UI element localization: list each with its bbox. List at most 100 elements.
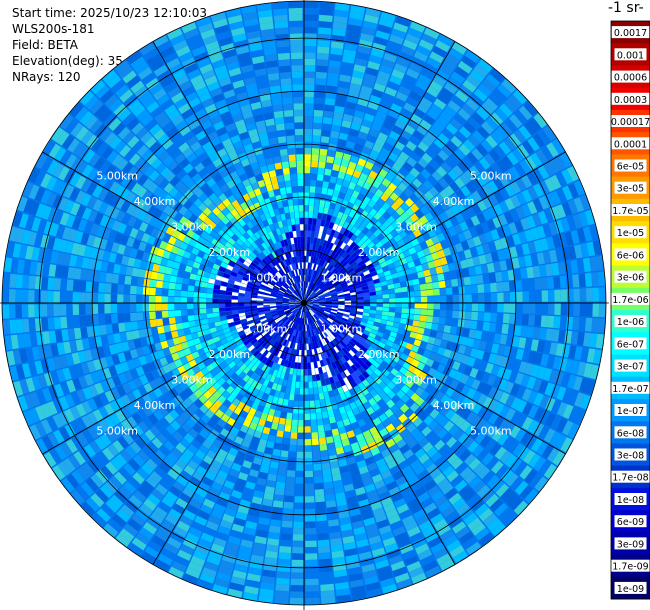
ppi-cell bbox=[573, 197, 585, 213]
ppi-cell bbox=[326, 336, 332, 343]
ppi-cell bbox=[445, 237, 455, 247]
ppi-cell bbox=[269, 330, 276, 337]
ppi-cell bbox=[200, 353, 209, 362]
ppi-cell bbox=[386, 352, 395, 360]
ppi-cell bbox=[405, 356, 414, 365]
ppi-cell bbox=[329, 341, 336, 348]
ppi-cell bbox=[467, 116, 481, 130]
ppi-cell bbox=[331, 308, 338, 312]
ppi-cell bbox=[376, 294, 383, 299]
ppi-cell bbox=[504, 454, 517, 468]
ppi-cell bbox=[409, 167, 420, 178]
ppi-cell bbox=[419, 256, 428, 265]
ppi-cell bbox=[179, 216, 189, 226]
ppi-cell bbox=[75, 485, 90, 501]
ppi-cell bbox=[148, 540, 163, 554]
ppi-cell bbox=[182, 235, 192, 245]
ppi-cell bbox=[267, 394, 274, 403]
ppi-cell bbox=[194, 343, 203, 351]
ppi-cell bbox=[246, 284, 253, 290]
ppi-cell bbox=[260, 281, 268, 287]
ppi-cell bbox=[157, 553, 173, 566]
ppi-cell bbox=[353, 526, 366, 536]
ppi-cell bbox=[244, 585, 259, 595]
ppi-cell bbox=[237, 306, 245, 310]
ppi-cell bbox=[330, 130, 340, 139]
ppi-cell bbox=[3, 320, 11, 335]
ppi-cell bbox=[240, 318, 248, 324]
ppi-cell bbox=[312, 270, 317, 277]
ppi-cell bbox=[354, 369, 362, 377]
ppi-cell bbox=[304, 20, 318, 28]
ppi-cell bbox=[304, 243, 307, 250]
ppi-cell bbox=[393, 63, 408, 74]
ppi-cell bbox=[408, 475, 420, 487]
ppi-cell bbox=[362, 245, 370, 253]
ppi-cell bbox=[257, 291, 265, 295]
ppi-cell bbox=[214, 475, 226, 486]
ppi-cell bbox=[365, 456, 375, 466]
ppi-cell bbox=[363, 517, 376, 527]
ppi-cell bbox=[316, 280, 322, 286]
ppi-cell bbox=[53, 147, 67, 162]
ppi-cell bbox=[424, 531, 439, 543]
ppi-cell bbox=[392, 526, 406, 537]
ppi-cell bbox=[174, 405, 184, 416]
ppi-cell bbox=[288, 321, 294, 328]
ppi-cell bbox=[308, 269, 311, 276]
ppi-cell bbox=[521, 416, 533, 431]
ppi-cell bbox=[487, 241, 497, 252]
ppi-cell bbox=[378, 413, 388, 423]
ppi-cell bbox=[315, 84, 326, 92]
ppi-cell bbox=[330, 47, 343, 56]
ppi-cell bbox=[117, 436, 129, 449]
ppi-cell bbox=[221, 381, 230, 390]
ppi-cell bbox=[304, 52, 316, 59]
ppi-cell bbox=[242, 349, 251, 356]
ppi-cell bbox=[482, 470, 495, 484]
ppi-cell bbox=[152, 334, 161, 344]
ppi-cell bbox=[213, 284, 221, 290]
ppi-cell bbox=[400, 353, 409, 361]
ppi-cell bbox=[85, 134, 99, 149]
ppi-cell bbox=[80, 193, 92, 207]
ppi-cell bbox=[324, 397, 331, 405]
ppi-cell bbox=[282, 306, 290, 309]
ppi-cell bbox=[73, 268, 82, 280]
ppi-cell bbox=[323, 247, 329, 254]
ppi-cell bbox=[318, 318, 324, 324]
ppi-cell bbox=[379, 427, 389, 437]
ppi-cell bbox=[241, 263, 249, 270]
ppi-cell bbox=[163, 205, 173, 215]
ppi-cell bbox=[350, 261, 358, 268]
ppi-cell bbox=[133, 377, 143, 388]
ppi-cell bbox=[450, 193, 461, 204]
ppi-cell bbox=[66, 316, 74, 328]
ppi-cell bbox=[115, 342, 124, 354]
ppi-cell bbox=[68, 454, 81, 469]
ppi-cell bbox=[355, 314, 363, 319]
ppi-cell bbox=[290, 296, 296, 300]
ppi-cell bbox=[470, 498, 485, 512]
ppi-cell bbox=[235, 277, 242, 283]
ppi-cell bbox=[276, 319, 283, 325]
ppi-cell bbox=[285, 482, 295, 490]
ppi-cell bbox=[312, 128, 322, 136]
ppi-cell bbox=[454, 242, 464, 253]
ppi-cell bbox=[335, 336, 342, 343]
ppi-cell bbox=[163, 194, 173, 205]
ppi-cell bbox=[193, 208, 203, 218]
ppi-cell bbox=[355, 341, 363, 349]
ppi-cell bbox=[282, 379, 288, 387]
ppi-cell bbox=[394, 408, 404, 419]
ppi-cell bbox=[316, 341, 321, 348]
ppi-cell bbox=[9, 365, 19, 381]
ppi-cell bbox=[161, 303, 168, 311]
ppi-cell bbox=[328, 519, 340, 527]
ppi-cell bbox=[354, 284, 362, 289]
ppi-cell bbox=[148, 413, 159, 425]
ppi-cell bbox=[335, 315, 343, 320]
ppi-cell bbox=[361, 119, 373, 128]
ppi-cell bbox=[154, 421, 165, 433]
ppi-cell bbox=[346, 256, 353, 263]
